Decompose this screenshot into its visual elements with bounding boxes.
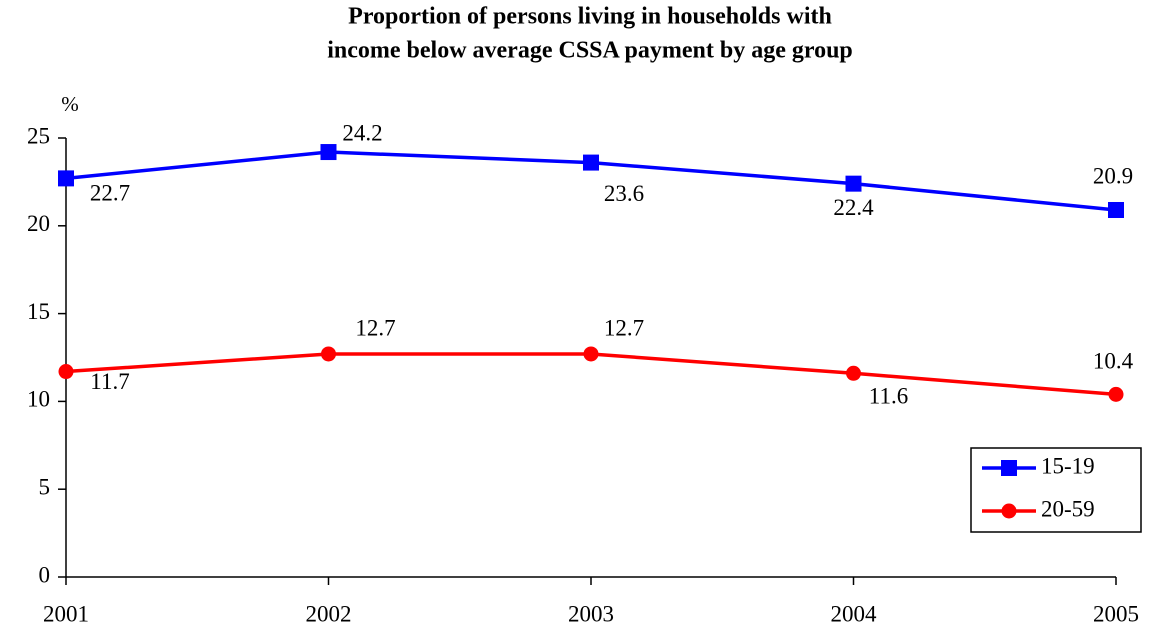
x-tick-label: 2001	[43, 601, 89, 626]
legend-box	[970, 447, 1142, 533]
y-tick-label: 5	[39, 474, 51, 499]
point	[1108, 386, 1124, 402]
y-tick-label: 15	[27, 299, 50, 324]
point	[58, 170, 74, 187]
data-label: 11.6	[869, 384, 908, 409]
data-label: 11.7	[90, 369, 129, 394]
point	[845, 175, 862, 192]
y-tick-label: 25	[27, 123, 50, 148]
y-tick-label: 20	[27, 211, 50, 236]
x-tick-label: 2002	[306, 601, 352, 626]
x-tick-label: 2004	[831, 601, 878, 626]
x-tick-label: 2003	[568, 601, 614, 626]
data-label: 12.7	[604, 315, 644, 340]
point	[321, 346, 336, 362]
data-label: 22.4	[833, 195, 874, 220]
chart-title: income below average CSSA payment by age…	[327, 38, 853, 64]
y-tick-label: 0	[39, 562, 51, 587]
point	[846, 365, 861, 381]
point	[583, 154, 599, 171]
data-label: 22.7	[90, 181, 130, 206]
legend-marker	[1001, 460, 1017, 476]
chart-title: Proportion of persons living in househol…	[348, 4, 832, 30]
data-label: 23.6	[604, 181, 644, 206]
y-axis-label: %	[61, 92, 79, 116]
legend-marker	[1001, 503, 1017, 519]
point	[58, 364, 74, 380]
legend-label: 20-59	[1041, 496, 1095, 521]
legend: 15-19 20-59	[970, 447, 1142, 533]
point	[583, 346, 599, 362]
data-label: 10.4	[1093, 349, 1134, 374]
x-tick-label: 2005	[1093, 601, 1139, 626]
point	[1108, 201, 1124, 218]
data-label: 24.2	[342, 120, 382, 145]
y-tick-label: 10	[27, 387, 50, 412]
data-label: 12.7	[355, 315, 395, 340]
point	[320, 144, 337, 161]
data-label: 20.9	[1093, 163, 1133, 188]
legend-label: 15-19	[1041, 453, 1095, 478]
